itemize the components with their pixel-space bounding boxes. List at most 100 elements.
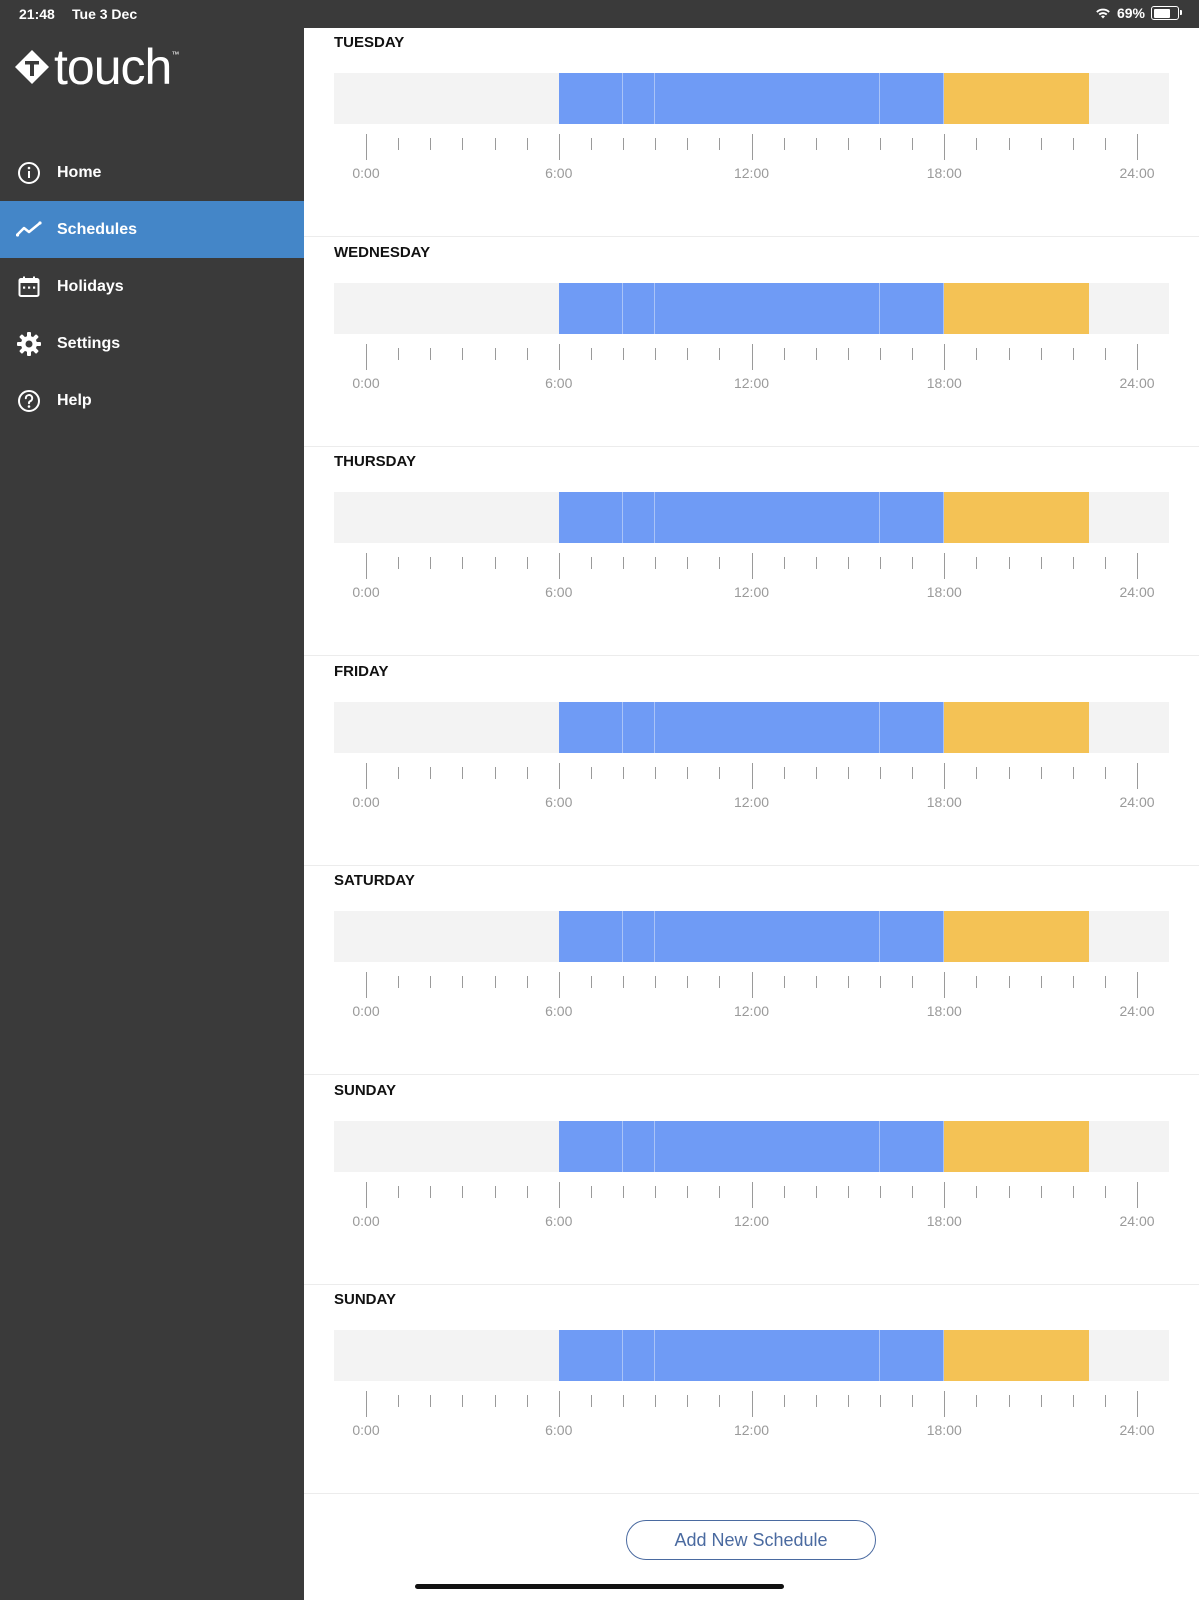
schedule-timeline[interactable]: [334, 492, 1169, 543]
schedule-timeline[interactable]: [334, 701, 1169, 753]
minor-tick: [815, 557, 817, 569]
minor-tick: [1072, 557, 1074, 569]
schedule-timeline[interactable]: [334, 1120, 1169, 1172]
sidebar-item-holidays[interactable]: Holidays: [0, 258, 304, 315]
time-axis-label: 6:00: [545, 584, 573, 600]
heating-period[interactable]: [655, 911, 880, 962]
heating-period[interactable]: [558, 282, 623, 334]
heating-period[interactable]: [880, 492, 945, 543]
day-schedule-card[interactable]: SUNDAY 0:00 6:00 12:00 18:00 24:00: [304, 1076, 1199, 1285]
schedule-timeline[interactable]: [334, 1330, 1169, 1381]
major-tick: [751, 134, 753, 160]
time-axis-label: 24:00: [1119, 374, 1155, 391]
heating-period[interactable]: [558, 701, 623, 753]
minor-tick: [655, 138, 657, 150]
major-tick: [366, 343, 367, 370]
heating-period[interactable]: [655, 492, 880, 543]
major-tick: [1137, 1181, 1138, 1208]
schedule-timeline[interactable]: [334, 282, 1169, 334]
heating-period[interactable]: [655, 73, 880, 124]
major-tick: [751, 1391, 753, 1417]
heating-period[interactable]: [880, 73, 945, 124]
minor-tick: [912, 138, 914, 150]
minor-tick: [1104, 766, 1106, 779]
minor-tick: [398, 766, 400, 779]
setback-period[interactable]: [944, 73, 1089, 124]
heating-period[interactable]: [558, 73, 623, 124]
minor-tick: [815, 347, 817, 360]
heating-period[interactable]: [558, 492, 623, 543]
heating-period[interactable]: [655, 1330, 880, 1381]
minor-tick: [430, 766, 432, 779]
heating-period[interactable]: [880, 1120, 945, 1172]
minor-tick: [623, 976, 624, 988]
heating-period[interactable]: [655, 701, 880, 753]
minor-tick: [526, 347, 528, 360]
time-axis-label: 18:00: [926, 374, 962, 391]
sidebar-item-help[interactable]: Help: [0, 372, 304, 429]
day-schedule-card[interactable]: TUESDAY 0:00 6:00 12:00 18:00 24:00: [304, 28, 1199, 237]
heating-period[interactable]: [558, 1120, 623, 1172]
time-axis-label: 0:00: [352, 165, 380, 181]
minor-tick: [494, 347, 496, 360]
minor-tick: [687, 557, 689, 569]
heating-period[interactable]: [880, 1330, 945, 1381]
sidebar-item-schedules[interactable]: Schedules: [0, 201, 304, 258]
minor-tick: [590, 347, 592, 360]
add-new-schedule-button[interactable]: Add New Schedule: [626, 1520, 876, 1560]
minor-tick: [398, 1185, 400, 1198]
time-axis-label: 18:00: [926, 165, 962, 181]
setback-period[interactable]: [944, 701, 1089, 753]
minor-tick: [590, 976, 592, 988]
minor-tick: [462, 976, 464, 988]
time-axis: [334, 553, 1169, 583]
heating-period[interactable]: [558, 911, 623, 962]
heating-period[interactable]: [880, 701, 945, 753]
minor-tick: [1008, 766, 1010, 779]
heating-period[interactable]: [655, 1120, 880, 1172]
heating-period[interactable]: [623, 73, 656, 124]
setback-period[interactable]: [944, 492, 1089, 543]
minor-tick: [880, 976, 881, 988]
minor-tick: [430, 976, 432, 988]
schedule-timeline[interactable]: [334, 73, 1169, 124]
setback-period[interactable]: [944, 911, 1089, 962]
day-title: SUNDAY: [334, 1081, 396, 1099]
day-schedule-card[interactable]: SUNDAY 0:00 6:00 12:00 18:00 24:00: [304, 1285, 1199, 1494]
major-tick: [751, 553, 753, 579]
minor-tick: [847, 347, 849, 360]
heating-period[interactable]: [880, 911, 945, 962]
major-tick: [944, 134, 946, 160]
minor-tick: [655, 557, 657, 569]
sidebar-item-label: Help: [57, 391, 92, 409]
time-axis: [334, 343, 1169, 374]
minor-tick: [655, 1185, 657, 1198]
heating-period[interactable]: [623, 1330, 656, 1381]
heating-period[interactable]: [558, 1330, 623, 1381]
day-schedule-card[interactable]: SATURDAY 0:00 6:00 12:00 18:00 24:00: [304, 866, 1199, 1075]
day-schedule-card[interactable]: THURSDAY 0:00 6:00 12:00 18:00 24:00: [304, 447, 1199, 656]
major-tick: [751, 343, 753, 370]
setback-period[interactable]: [944, 282, 1089, 334]
day-schedule-card[interactable]: FRIDAY 0:00 6:00 12:00 18:00 24:00: [304, 657, 1199, 866]
heating-period[interactable]: [655, 282, 880, 334]
setback-period[interactable]: [944, 1330, 1089, 1381]
minor-tick: [590, 766, 592, 779]
minor-tick: [462, 347, 464, 360]
heating-period[interactable]: [880, 282, 945, 334]
heating-period[interactable]: [623, 282, 656, 334]
sidebar-item-settings[interactable]: Settings: [0, 315, 304, 372]
minor-tick: [880, 1395, 881, 1407]
minor-tick: [462, 1395, 464, 1407]
minor-tick: [912, 1185, 914, 1198]
heating-period[interactable]: [623, 911, 656, 962]
heating-period[interactable]: [623, 701, 656, 753]
schedule-timeline[interactable]: [334, 911, 1169, 962]
minor-tick: [398, 347, 400, 360]
setback-period[interactable]: [944, 1120, 1089, 1172]
heating-period[interactable]: [623, 1120, 656, 1172]
day-schedule-card[interactable]: WEDNESDAY 0:00 6:00 12:00 18:00 24:00: [304, 238, 1199, 447]
sidebar-item-home[interactable]: Home: [0, 144, 304, 201]
heating-period[interactable]: [623, 492, 656, 543]
minor-tick: [687, 1185, 689, 1198]
